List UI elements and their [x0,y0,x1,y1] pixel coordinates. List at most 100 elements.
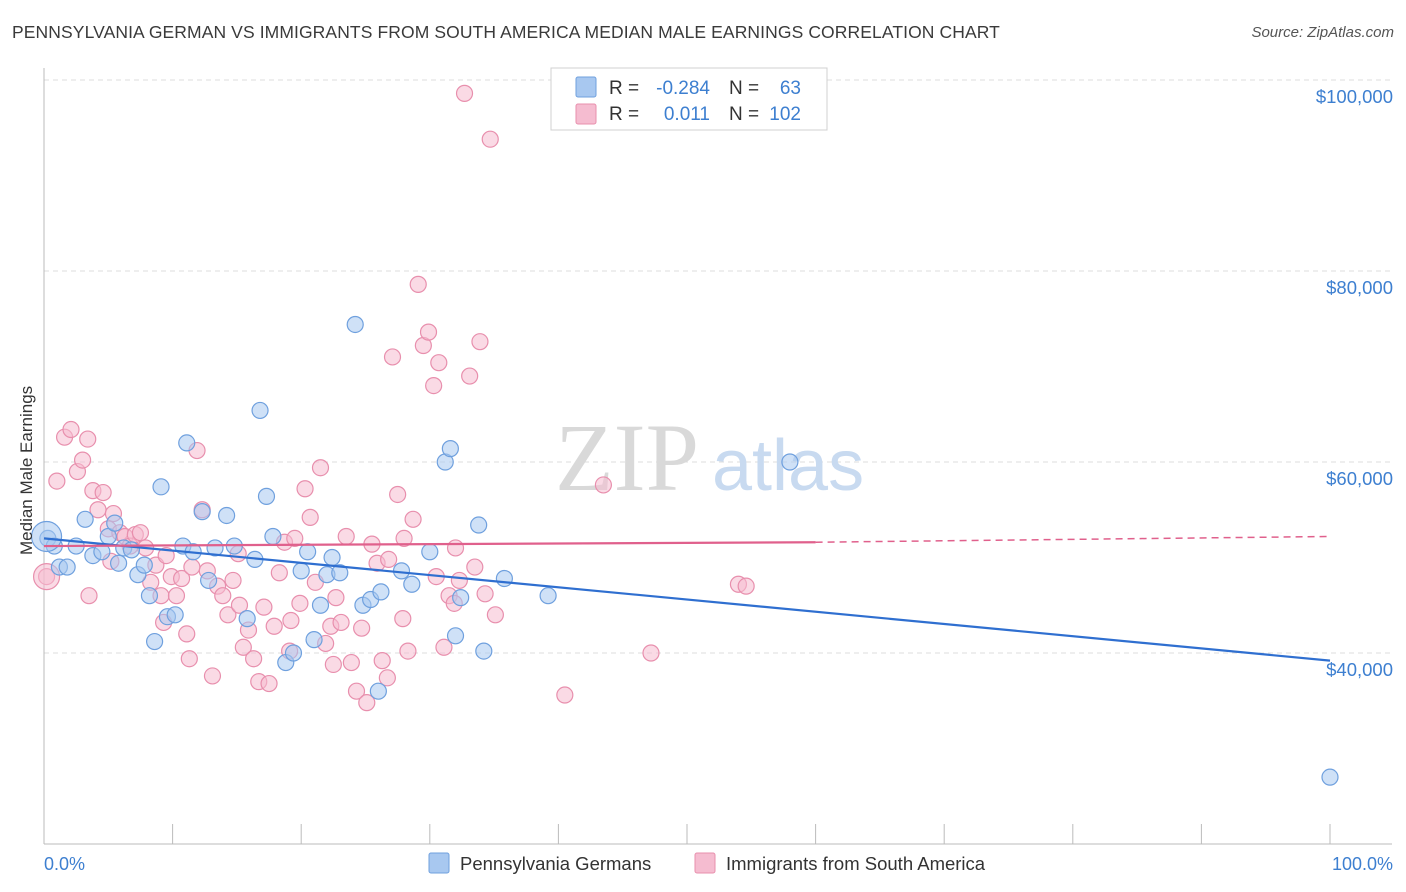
point-immigrants [167,587,186,605]
point-immigrants [48,472,66,490]
point-immigrants [594,476,613,494]
point-immigrants [178,625,196,643]
point-pennsylvania [475,642,493,660]
chart-title: PENNSYLVANIA GERMAN VS IMMIGRANTS FROM S… [12,22,1000,42]
point-immigrants [395,529,413,548]
point-immigrants [180,650,198,668]
point-immigrants [255,598,273,616]
watermark-zip: ZIP [555,404,699,511]
y-axis-title: Median Male Earnings [17,386,36,555]
point-immigrants [203,667,222,685]
point-immigrants [737,577,755,595]
trend-lines [43,535,1331,662]
point-pennsylvania [238,610,256,628]
point-immigrants [476,585,494,603]
point-immigrants [353,619,371,637]
x-tick-labels: 0.0% 100.0% [44,854,1393,874]
point-immigrants [380,550,398,569]
legend-n-value-2: 102 [769,104,801,125]
point-pennsylvania [109,554,128,572]
point-immigrants [173,569,191,588]
point-immigrants [282,611,300,630]
point-immigrants [383,348,402,366]
trend-line-immigrants [43,541,816,548]
axes [43,68,1392,845]
point-immigrants [342,653,360,672]
point-immigrants [324,655,342,674]
point-pennsylvania [446,627,465,645]
point-immigrants [378,669,396,687]
point-pennsylvania [299,543,317,561]
point-immigrants [642,644,660,662]
legend-swatch-pink [575,103,597,125]
point-immigrants [419,323,438,341]
point-pennsylvania [193,503,211,521]
point-immigrants [157,546,175,565]
point-pennsylvania [323,548,341,567]
point-pennsylvania [284,644,303,662]
point-immigrants [311,459,330,477]
point-immigrants [399,642,417,660]
point-pennsylvania [346,315,364,334]
y-tick-label: $100,000 [1316,86,1393,107]
point-immigrants [404,510,422,528]
point-immigrants [270,564,288,582]
point-pennsylvania [135,556,153,574]
point-immigrants [183,558,201,576]
point-pennsylvania [292,562,310,580]
point-immigrants [62,420,80,439]
point-pennsylvania [30,520,63,553]
x-tick-label-end: 100.0% [1332,854,1393,874]
point-immigrants [234,638,252,656]
point-immigrants [286,529,304,548]
point-immigrants [296,480,314,498]
point-immigrants [131,524,150,542]
point-immigrants [73,451,92,469]
point-immigrants [481,130,499,148]
point-immigrants [430,354,448,372]
point-pennsylvania [331,564,349,582]
point-immigrants [358,694,376,712]
point-immigrants [214,587,232,605]
point-immigrants [466,558,484,576]
point-pennsylvania [218,506,236,525]
y-tick-label: $60,000 [1326,468,1393,489]
point-pennsylvania [441,440,459,458]
legend-swatch-blue [575,76,597,98]
legend-r-label-2: R = [609,104,639,125]
point-pennsylvania [1321,768,1339,786]
point-pennsylvania [470,516,488,534]
point-immigrants [265,617,283,635]
legend-box [550,67,828,131]
point-pennsylvania [369,682,387,700]
point-pennsylvania [421,543,439,561]
bottom-legend: Pennsylvania Germans Immigrants from Sou… [428,852,986,874]
point-pennsylvania [58,558,76,576]
series-immigrants-points [32,84,755,712]
point-immigrants [455,84,474,102]
point-immigrants [373,652,391,670]
point-pennsylvania [152,478,170,496]
x-tick-label-start: 0.0% [44,854,85,874]
point-pennsylvania [200,571,218,590]
trend-line-immigrants-projected [815,535,1331,543]
point-pennsylvania [257,487,276,505]
point-immigrants [245,650,263,668]
point-immigrants [347,682,366,700]
legend-n-label-2: N = [729,104,759,125]
point-pennsylvania [264,527,282,546]
point-pennsylvania [166,606,184,624]
point-immigrants [224,571,242,590]
point-immigrants [435,638,453,656]
point-immigrants [332,613,350,632]
y-tick-label: $40,000 [1326,659,1393,680]
point-pennsylvania [781,453,799,471]
bottom-legend-label-2: Immigrants from South America [726,853,986,874]
chart-source: Source: ZipAtlas.com [1251,24,1394,41]
point-pennsylvania [403,575,421,593]
point-immigrants [486,606,504,624]
point-pennsylvania [206,539,224,557]
trend-line-pennsylvania [43,537,1331,662]
point-pennsylvania [539,587,557,605]
